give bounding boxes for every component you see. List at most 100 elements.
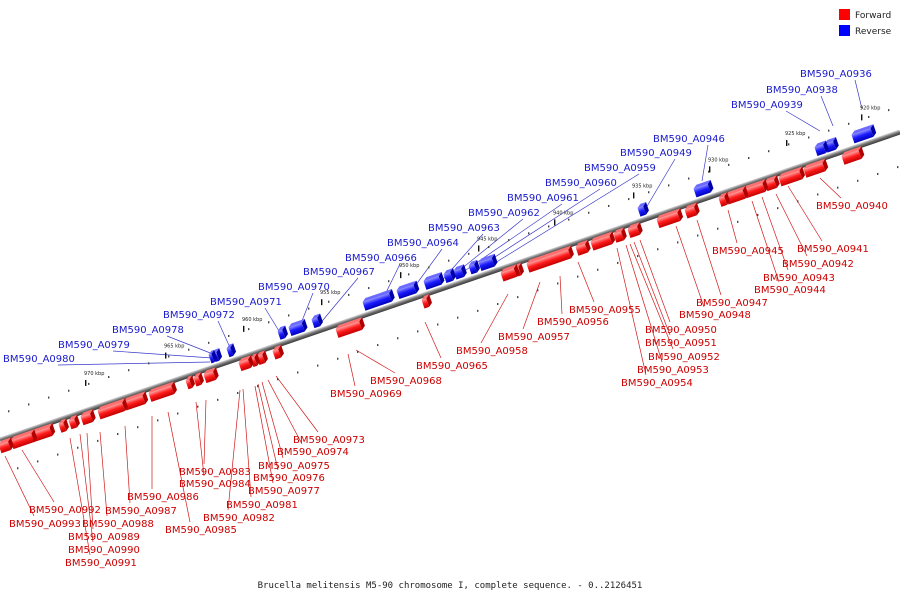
forward-gene[interactable] xyxy=(10,429,38,450)
reverse-gene-label[interactable]: BM590_A0959 xyxy=(584,163,656,174)
forward-gene-label[interactable]: BM590_A0958 xyxy=(456,346,528,357)
forward-gene[interactable] xyxy=(58,418,70,433)
forward-gene-label[interactable]: BM590_A0943 xyxy=(763,273,835,284)
forward-gene[interactable] xyxy=(238,355,255,372)
reverse-gene-label[interactable]: BM590_A0970 xyxy=(258,282,330,293)
forward-gene[interactable] xyxy=(421,294,433,309)
reverse-gene[interactable] xyxy=(814,140,830,157)
reverse-gene-label[interactable]: BM590_A0949 xyxy=(620,148,692,159)
reverse-gene-label[interactable]: BM590_A0962 xyxy=(468,208,540,219)
forward-gene-label[interactable]: BM590_A0942 xyxy=(782,259,854,270)
forward-gene[interactable] xyxy=(590,231,617,251)
forward-gene-label[interactable]: BM590_A0968 xyxy=(370,376,442,387)
forward-gene[interactable] xyxy=(718,192,731,207)
forward-gene[interactable] xyxy=(803,158,830,178)
forward-gene[interactable] xyxy=(97,398,129,420)
reverse-gene[interactable] xyxy=(288,318,309,337)
forward-gene-label[interactable]: BM590_A0973 xyxy=(293,435,365,446)
forward-gene-label[interactable]: BM590_A0956 xyxy=(537,317,609,328)
reverse-gene-label[interactable]: BM590_A0946 xyxy=(653,134,725,145)
forward-gene-label[interactable]: BM590_A0940 xyxy=(816,201,888,212)
reverse-gene-label[interactable]: BM590_A0961 xyxy=(507,193,579,204)
reverse-gene[interactable] xyxy=(226,343,237,358)
reverse-gene-label[interactable]: BM590_A0979 xyxy=(58,340,130,351)
forward-gene-label[interactable]: BM590_A0974 xyxy=(277,447,349,458)
forward-gene-label[interactable]: BM590_A0977 xyxy=(248,486,320,497)
forward-gene-label[interactable]: BM590_A0952 xyxy=(648,352,720,363)
reverse-gene[interactable] xyxy=(362,288,396,311)
reverse-gene[interactable] xyxy=(453,264,468,280)
forward-gene[interactable] xyxy=(656,208,684,229)
reverse-gene-label[interactable]: BM590_A0963 xyxy=(428,223,500,234)
reverse-gene-label[interactable]: BM590_A0967 xyxy=(303,267,375,278)
forward-gene[interactable] xyxy=(193,372,205,387)
forward-gene[interactable] xyxy=(80,409,97,426)
forward-gene[interactable] xyxy=(613,227,628,243)
reverse-gene-label[interactable]: BM590_A0978 xyxy=(112,325,184,336)
reverse-gene[interactable] xyxy=(693,179,715,198)
forward-gene-label[interactable]: BM590_A0982 xyxy=(203,513,275,524)
forward-gene[interactable] xyxy=(684,202,701,219)
forward-gene-label[interactable]: BM590_A0987 xyxy=(105,506,177,517)
forward-gene-label[interactable]: BM590_A0984 xyxy=(179,479,251,490)
reverse-gene-label[interactable]: BM590_A0938 xyxy=(766,85,838,96)
forward-gene-label[interactable]: BM590_A0986 xyxy=(127,492,199,503)
forward-gene[interactable] xyxy=(256,350,269,365)
reverse-gene[interactable] xyxy=(277,325,289,340)
forward-gene-label[interactable]: BM590_A0976 xyxy=(253,473,325,484)
reverse-gene[interactable] xyxy=(423,271,446,290)
reverse-gene[interactable] xyxy=(396,280,421,300)
reverse-gene-label[interactable]: BM590_A0980 xyxy=(3,354,75,365)
reverse-gene-label[interactable]: BM590_A0964 xyxy=(387,238,459,249)
forward-gene[interactable] xyxy=(148,381,178,402)
forward-gene-label[interactable]: BM590_A0951 xyxy=(645,338,717,349)
reverse-gene[interactable] xyxy=(208,349,219,364)
forward-gene-label[interactable]: BM590_A0950 xyxy=(645,325,717,336)
forward-gene-label[interactable]: BM590_A0993 xyxy=(9,519,81,530)
forward-gene[interactable] xyxy=(841,146,866,165)
forward-gene[interactable] xyxy=(123,391,150,411)
forward-gene[interactable] xyxy=(68,414,81,430)
reverse-gene[interactable] xyxy=(851,124,878,144)
forward-gene-label[interactable]: BM590_A0944 xyxy=(754,285,826,296)
forward-gene[interactable] xyxy=(627,222,644,238)
forward-gene-label[interactable]: BM590_A0941 xyxy=(797,244,869,255)
forward-gene[interactable] xyxy=(725,185,750,205)
forward-gene[interactable] xyxy=(526,245,575,273)
forward-gene-label[interactable]: BM590_A0969 xyxy=(330,389,402,400)
forward-gene-label[interactable]: BM590_A0947 xyxy=(696,298,768,309)
forward-gene-label[interactable]: BM590_A0954 xyxy=(621,378,693,389)
forward-gene-label[interactable]: BM590_A0983 xyxy=(179,467,251,478)
forward-gene[interactable] xyxy=(203,367,220,384)
forward-gene-label[interactable]: BM590_A0965 xyxy=(416,361,488,372)
reverse-gene[interactable] xyxy=(637,201,650,217)
forward-gene[interactable] xyxy=(743,179,770,199)
forward-gene[interactable] xyxy=(335,317,366,338)
reverse-gene-label[interactable]: BM590_A0936 xyxy=(800,69,872,80)
reverse-gene[interactable] xyxy=(478,253,499,271)
forward-gene-label[interactable]: BM590_A0988 xyxy=(82,519,154,530)
forward-gene-label[interactable]: BM590_A0992 xyxy=(29,505,101,516)
forward-gene[interactable] xyxy=(575,239,592,256)
forward-gene-label[interactable]: BM590_A0953 xyxy=(637,365,709,376)
forward-gene-label[interactable]: BM590_A0985 xyxy=(165,525,237,536)
reverse-gene-label[interactable]: BM590_A0972 xyxy=(163,310,235,321)
forward-gene-label[interactable]: BM590_A0955 xyxy=(569,305,641,316)
forward-gene-label[interactable]: BM590_A0948 xyxy=(679,310,751,321)
reverse-gene-label[interactable]: BM590_A0971 xyxy=(210,297,282,308)
forward-gene-label[interactable]: BM590_A0989 xyxy=(68,532,140,543)
forward-gene-label[interactable]: BM590_A0945 xyxy=(712,246,784,257)
reverse-gene-label[interactable]: BM590_A0939 xyxy=(731,100,803,111)
reverse-gene[interactable] xyxy=(468,259,481,275)
forward-gene-label[interactable]: BM590_A0957 xyxy=(498,332,570,343)
forward-gene-label[interactable]: BM590_A0975 xyxy=(258,461,330,472)
forward-gene[interactable] xyxy=(272,344,285,360)
reverse-gene[interactable] xyxy=(443,268,457,283)
reverse-gene-label[interactable]: BM590_A0960 xyxy=(545,178,617,189)
forward-gene[interactable] xyxy=(185,375,196,390)
forward-gene-label[interactable]: BM590_A0991 xyxy=(65,558,137,569)
forward-gene-label[interactable]: BM590_A0981 xyxy=(226,500,298,511)
forward-gene[interactable] xyxy=(0,437,15,454)
reverse-gene[interactable] xyxy=(311,313,324,329)
forward-gene-label[interactable]: BM590_A0990 xyxy=(68,545,140,556)
